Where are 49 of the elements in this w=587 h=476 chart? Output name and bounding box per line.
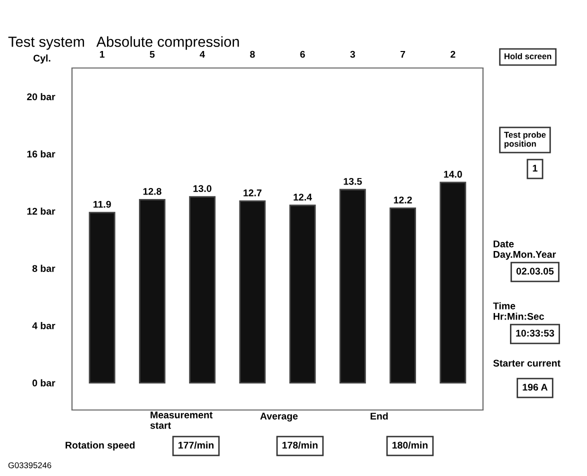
x-tick-label: 2 — [450, 50, 456, 58]
text: G03395246 — [8, 462, 52, 468]
text: Date Day.Mon.Year — [494, 240, 556, 260]
data-label: 12.4 — [294, 194, 312, 200]
x-tick-label: 7 — [400, 50, 406, 58]
bar — [440, 182, 466, 384]
data-label: 14.0 — [444, 170, 462, 178]
text: 10:33:53 — [516, 330, 554, 337]
data-label: 12.7 — [244, 189, 262, 196]
x-tick-label: 1 — [100, 50, 105, 58]
bar — [390, 208, 416, 384]
y-tick-label: 4 bar — [32, 322, 56, 330]
text: Rotation speed — [66, 441, 135, 451]
text: Measurement start — [150, 412, 213, 429]
text: 1 — [532, 164, 538, 172]
text: 196 A — [522, 384, 548, 391]
x-axis-title: Cyl. — [33, 54, 50, 64]
x-tick-label: 4 — [200, 50, 205, 58]
chart-title: Test system Absolute compression — [8, 36, 239, 50]
data-label: 13.5 — [344, 178, 362, 185]
text: Starter current — [493, 360, 560, 367]
y-tick-label: 16 bar — [27, 150, 56, 158]
text: Hold screen — [504, 53, 552, 60]
bar — [339, 188, 366, 384]
bar — [138, 198, 166, 384]
data-label: 12.8 — [143, 188, 162, 195]
data-label: 13.0 — [193, 185, 212, 192]
text: 02.03.05 — [516, 268, 554, 275]
bar — [239, 200, 266, 384]
y-tick-label: 0 bar — [32, 379, 56, 386]
text: End — [370, 412, 388, 420]
text: 178/min — [282, 441, 318, 449]
x-tick-label: 6 — [300, 50, 305, 58]
y-tick-label: 20 bar — [27, 93, 56, 100]
x-tick-label: 3 — [350, 50, 356, 58]
y-tick-label: 12 bar — [27, 208, 56, 215]
data-label: 11.9 — [93, 200, 111, 208]
bar — [289, 204, 316, 384]
text: Test probe position — [504, 132, 546, 148]
x-tick-label: 8 — [250, 50, 255, 58]
data-label: 12.2 — [394, 196, 412, 204]
text: Time Hr:Min:Sec — [493, 302, 544, 320]
x-tick-label: 5 — [150, 50, 155, 58]
text: 177/min — [178, 441, 214, 449]
y-tick-label: 8 bar — [32, 264, 56, 272]
bar — [88, 212, 116, 384]
text: 180/min — [392, 441, 428, 449]
text: Average — [260, 412, 298, 422]
bar — [189, 196, 216, 384]
